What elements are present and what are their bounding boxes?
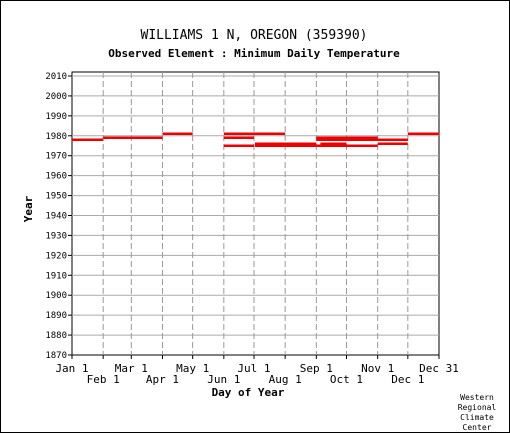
x-grid	[102, 72, 409, 355]
x-tick-label: Sep 1	[300, 362, 333, 375]
y-tick-label: 1890	[45, 311, 67, 321]
x-tick-label: Nov 1	[361, 362, 394, 375]
credit-line-1: Western	[460, 393, 494, 402]
x-tick-label: Mar 1	[115, 362, 148, 375]
x-axis-label: Day of Year	[212, 386, 285, 399]
y-tick-label: 2000	[45, 92, 67, 102]
y-tick-label: 2010	[45, 72, 67, 82]
x-tick-label: Jan 1	[55, 362, 88, 375]
x-tick-label: May 1	[176, 362, 209, 375]
x-tick-label: Oct 1	[330, 373, 363, 386]
chart-subtitle: Observed Element : Minimum Daily Tempera…	[108, 47, 400, 60]
credit-line-4: Center	[463, 423, 492, 432]
y-tick-label: 1990	[45, 112, 67, 122]
credit-line-2: Regional	[458, 403, 497, 412]
x-tick-label: Jun 1	[207, 373, 240, 386]
y-tick-label: 1940	[45, 211, 67, 221]
x-tick-label: Aug 1	[269, 373, 302, 386]
x-tick-label: Apr 1	[146, 373, 179, 386]
y-tick-label: 1930	[45, 231, 67, 241]
data-segments	[72, 132, 439, 147]
y-tick-label: 1870	[45, 351, 67, 361]
y-tick-label: 1960	[45, 172, 67, 182]
y-axis-ticks: 1870 1880 1890 1900 1910 1920 1930 1940 1950 1960…	[45, 72, 72, 361]
plot-area	[71, 71, 440, 356]
y-tick-label: 1880	[45, 331, 67, 341]
y-tick-label: 1900	[45, 291, 67, 301]
y-tick-label: 1920	[45, 251, 67, 261]
chart-title: WILLIAMS 1 N, OREGON (359390)	[141, 28, 368, 43]
x-tick-label: Dec 1	[391, 373, 424, 386]
y-tick-label: 1910	[45, 271, 67, 281]
y-tick-label: 1970	[45, 152, 67, 162]
x-tick-label: Dec 31	[419, 362, 459, 375]
credit-line-3: Climate	[460, 413, 494, 422]
x-tick-label: Jul 1	[237, 362, 270, 375]
y-axis-label: Year	[22, 195, 35, 222]
y-tick-label: 1980	[45, 132, 67, 142]
x-tick-label: Feb 1	[87, 373, 120, 386]
y-tick-label: 1950	[45, 192, 67, 202]
